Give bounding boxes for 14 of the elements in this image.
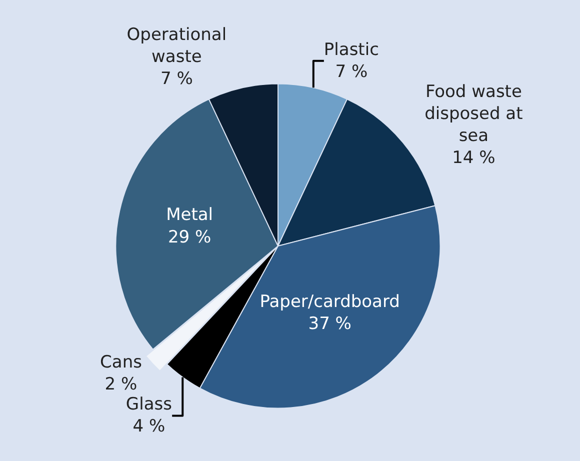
data-label: 29 % [168,227,212,248]
slice-label: Metal [166,205,214,226]
slice-label: Plastic [324,40,379,60]
slice-label: Food waste disposed at sea [424,82,524,146]
data-label: 14 % [452,148,496,168]
slice-label: Operational waste [126,24,227,68]
slice-label: Cans [100,352,142,373]
data-label: 4 % [132,416,166,437]
data-label: 7 % [335,62,368,82]
data-label: 7 % [160,69,193,90]
data-label: 37 % [308,314,352,334]
data-label: 2 % [104,374,138,395]
slice-label: Paper/cardboard [260,292,400,312]
slice-label: Glass [126,394,172,415]
